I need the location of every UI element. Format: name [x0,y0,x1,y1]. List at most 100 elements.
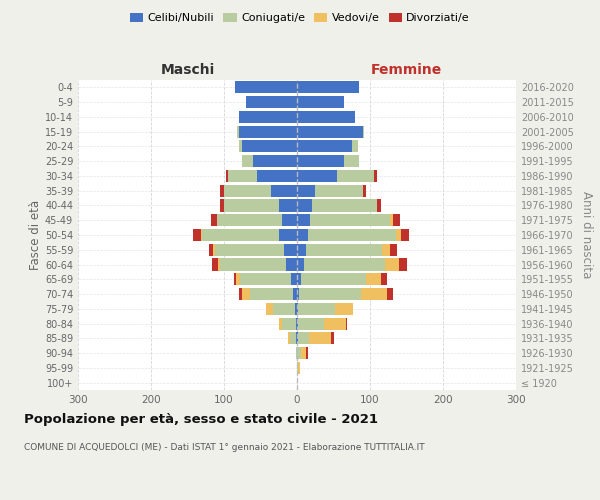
Bar [296,318,297,330]
Bar [266,303,273,315]
Bar [401,229,409,241]
Bar [293,288,297,300]
Bar [297,229,308,241]
Bar [297,214,310,226]
Bar [213,244,215,256]
Bar [315,184,363,197]
Bar [391,214,392,226]
Bar [311,200,377,211]
Bar [242,155,253,167]
Bar [295,303,297,315]
Legend: Celibi/Nubili, Coniugati/e, Vedovi/e, Divorziati/e: Celibi/Nubili, Coniugati/e, Vedovi/e, Di… [125,8,475,28]
Bar [346,318,347,330]
Bar [299,288,361,300]
Bar [297,303,298,315]
Bar [363,184,367,197]
Bar [239,126,297,138]
Bar [301,273,367,285]
Bar [297,170,337,182]
Bar [209,244,213,256]
Text: Maschi: Maschi [160,64,215,78]
Bar [234,273,236,285]
Bar [239,111,297,123]
Bar [395,229,401,241]
Bar [283,214,297,226]
Bar [297,200,311,211]
Bar [297,273,301,285]
Bar [279,200,297,211]
Bar [297,347,301,359]
Bar [227,170,257,182]
Bar [297,140,352,152]
Bar [307,347,308,359]
Bar [218,258,220,270]
Bar [286,258,297,270]
Bar [242,288,250,300]
Bar [235,82,297,94]
Bar [242,140,297,152]
Bar [257,170,297,182]
Bar [363,126,364,138]
Bar [324,318,346,330]
Bar [298,318,324,330]
Bar [217,214,283,226]
Bar [377,200,381,211]
Bar [271,184,297,197]
Bar [236,273,240,285]
Bar [374,170,377,182]
Bar [367,273,381,285]
Bar [215,244,284,256]
Bar [273,303,295,315]
Bar [298,303,335,315]
Bar [279,318,283,330]
Bar [239,140,242,152]
Bar [193,229,200,241]
Bar [224,184,271,197]
Bar [297,318,298,330]
Bar [211,214,217,226]
Bar [335,303,353,315]
Bar [392,214,400,226]
Bar [352,140,358,152]
Bar [224,200,279,211]
Bar [298,332,310,344]
Bar [296,332,297,344]
Bar [297,288,299,300]
Bar [279,229,297,241]
Bar [399,258,407,270]
Bar [297,362,298,374]
Bar [337,170,374,182]
Bar [385,258,399,270]
Bar [246,96,297,108]
Bar [301,347,307,359]
Bar [284,244,297,256]
Bar [200,229,202,241]
Bar [382,244,390,256]
Bar [240,273,291,285]
Bar [304,258,385,270]
Bar [253,155,297,167]
Bar [297,111,355,123]
Bar [331,332,334,344]
Bar [239,288,242,300]
Bar [283,318,296,330]
Bar [297,155,344,167]
Bar [202,229,279,241]
Text: Popolazione per età, sesso e stato civile - 2021: Popolazione per età, sesso e stato civil… [24,412,378,426]
Bar [297,96,344,108]
Bar [310,214,391,226]
Bar [220,258,286,270]
Bar [297,184,315,197]
Bar [361,288,387,300]
Bar [220,184,224,197]
Bar [297,82,359,94]
Bar [390,244,397,256]
Bar [387,288,392,300]
Bar [298,362,300,374]
Bar [344,155,359,167]
Bar [291,273,297,285]
Bar [237,126,239,138]
Bar [220,200,224,211]
Bar [296,347,297,359]
Bar [297,244,306,256]
